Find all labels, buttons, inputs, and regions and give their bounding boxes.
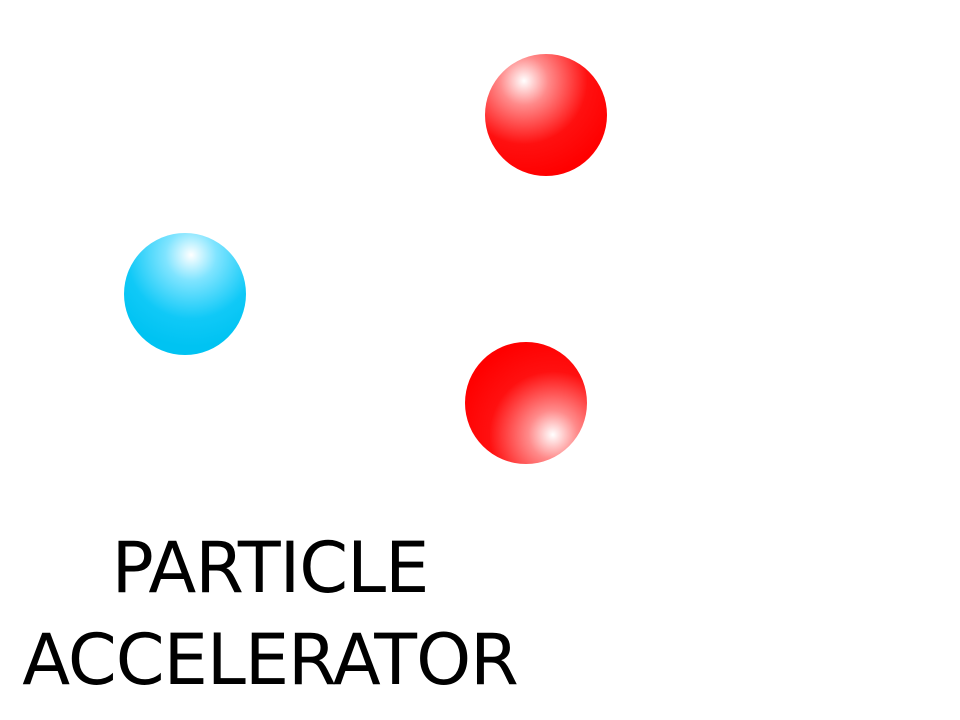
title-line-1: PARTICLE — [111, 527, 430, 609]
red-particle-bottom — [465, 342, 587, 464]
red-particle-top — [485, 54, 607, 176]
blue-particle — [124, 233, 246, 355]
page-title: PARTICLE ACCELERATOR — [0, 522, 540, 706]
title-line-2: ACCELERATOR — [22, 619, 519, 701]
